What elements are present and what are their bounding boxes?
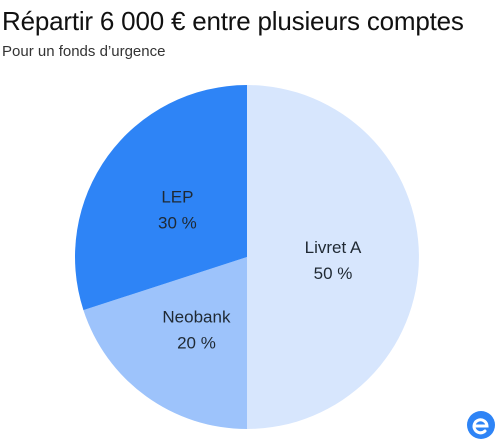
chart-subtitle: Pour un fonds d’urgence — [2, 43, 166, 60]
slice-label-livret-a: Livret A — [305, 238, 362, 257]
e-logo-icon — [467, 411, 495, 439]
slice-label-lep: LEP — [161, 187, 193, 206]
chart-title: Répartir 6 000 € entre plusieurs comptes — [2, 6, 464, 36]
slice-value-lep: 30 % — [158, 213, 197, 232]
pie-slice-livret-a — [247, 85, 419, 429]
pie-slice-neobank — [83, 257, 248, 429]
slice-label-neobank: Neobank — [162, 308, 231, 327]
slice-value-livret-a: 50 % — [314, 264, 353, 283]
pie-slice-lep — [74, 85, 247, 311]
slice-value-neobank: 20 % — [177, 334, 216, 353]
